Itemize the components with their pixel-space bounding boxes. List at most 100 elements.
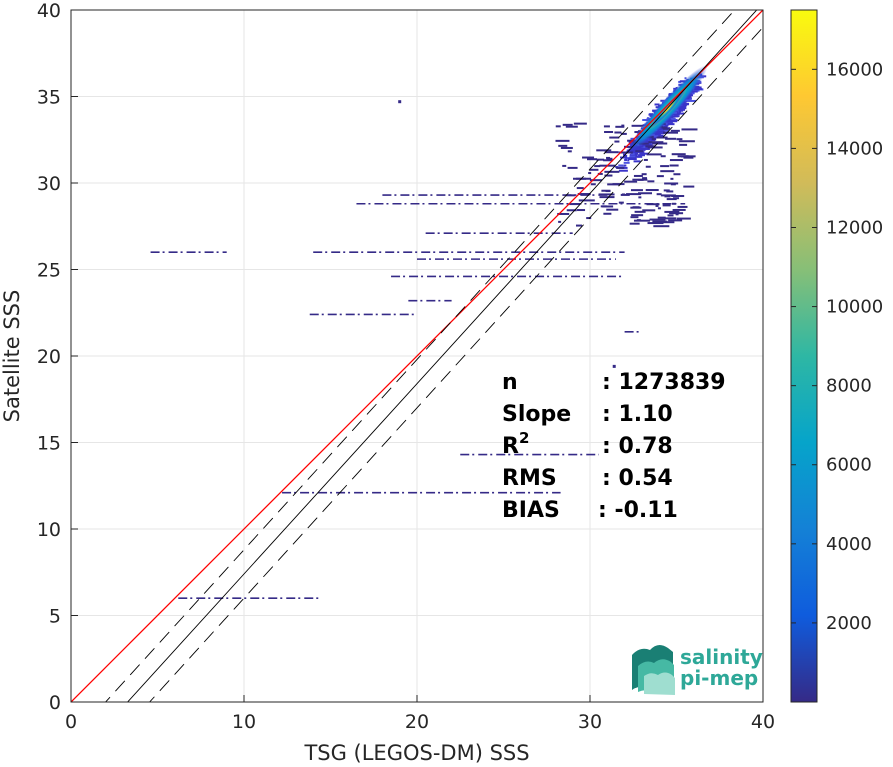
density-bin (645, 165, 651, 168)
density-bin (577, 193, 591, 196)
x-tick-label: 0 (65, 711, 77, 733)
density-bin (603, 212, 612, 215)
density-bin (660, 194, 676, 197)
density-bin (675, 112, 685, 115)
density-bin (656, 193, 662, 196)
density-bin (676, 217, 691, 220)
density-bin (663, 189, 670, 192)
y-tick-label: 25 (37, 260, 61, 282)
stat-value: : 1.10 (602, 402, 673, 427)
density-bin (620, 132, 627, 135)
density-bin (654, 103, 660, 106)
density-bin (596, 158, 605, 161)
density-bin (606, 208, 619, 211)
density-bin (596, 149, 612, 152)
stat-value: : 0.54 (602, 466, 673, 491)
density-bin (671, 119, 678, 122)
density-bin (602, 205, 614, 208)
density-bin (671, 202, 676, 205)
density-bin (555, 139, 570, 142)
density-bin (618, 169, 628, 172)
y-tick-label: 20 (37, 346, 61, 368)
density-bin (683, 185, 695, 188)
density-bin (621, 124, 625, 127)
logo-mark-layer-light (644, 672, 675, 695)
density-bin (675, 108, 685, 111)
density-bin (599, 196, 615, 199)
colorbar-tick-label: 14000 (826, 138, 883, 159)
density-bin (648, 141, 664, 144)
density-bin (562, 164, 567, 167)
density-bin (646, 203, 660, 206)
axis-ticks: 0 10 20 30 40 0 5 10 15 20 25 30 35 40 (37, 0, 775, 733)
density-bin (653, 134, 664, 137)
density-bin (663, 131, 679, 134)
density-bin (609, 136, 620, 139)
colorbar-tick-label: 2000 (826, 613, 872, 634)
density-bin (578, 199, 595, 202)
density-bin (577, 209, 586, 212)
density-bin (614, 131, 622, 134)
density-bin (661, 126, 668, 129)
density-bin (623, 154, 628, 157)
density-bin (651, 138, 656, 141)
density-bin (666, 190, 674, 193)
density-bin (657, 207, 661, 210)
density-bin (630, 189, 643, 192)
y-tick-label: 35 (37, 87, 61, 109)
density-bin (618, 201, 624, 204)
density-bin (623, 164, 627, 167)
density-bin (640, 147, 650, 150)
density-bin (635, 148, 645, 151)
y-tick-label: 30 (37, 173, 61, 195)
density-bin (567, 150, 572, 153)
density-bin (630, 152, 635, 155)
density-bin (648, 137, 654, 140)
y-tick-label: 15 (37, 433, 61, 455)
density-bin (677, 155, 689, 158)
density-bin (597, 172, 603, 175)
x-tick-label: 40 (751, 711, 775, 733)
density-bin (660, 155, 666, 158)
density-bin (670, 177, 674, 180)
density-bin (694, 88, 703, 91)
y-tick-label: 10 (37, 519, 61, 541)
stat-label: R2 (502, 429, 529, 459)
density-bin (626, 193, 642, 196)
density-bin (621, 166, 628, 169)
density-bin (587, 158, 598, 161)
density-bin (652, 142, 668, 145)
colorbar (791, 10, 817, 702)
density-bin (678, 103, 689, 106)
density-bin (638, 192, 653, 195)
density-bin (618, 164, 624, 167)
reference-line (149, 26, 763, 702)
density-bin (630, 137, 635, 140)
density-bin (657, 216, 666, 219)
outlier-point (612, 364, 616, 368)
density-bin (635, 152, 639, 155)
density-bin (622, 153, 626, 156)
density-bin (630, 154, 636, 157)
y-tick-label: 40 (37, 0, 61, 22)
density-bin (683, 156, 694, 159)
reference-line (71, 10, 763, 702)
density-bin (627, 159, 630, 162)
x-axis-label: TSG (LEGOS-DM) SSS (303, 741, 529, 765)
density-bin (582, 156, 595, 159)
density-bin (620, 156, 628, 159)
density-bin (656, 175, 664, 178)
y-axis-label: Satellite SSS (0, 290, 24, 423)
density-bin (604, 174, 613, 177)
density-bin (630, 216, 639, 219)
stat-label: BIAS (502, 498, 560, 523)
density-bin (647, 180, 655, 183)
density-bin (673, 173, 681, 176)
density-bin (620, 193, 630, 196)
density-bin (665, 217, 677, 220)
density-bin (680, 107, 687, 110)
density-bin (660, 165, 670, 168)
colorbar-tick-label: 16000 (826, 59, 883, 80)
colorbar-tick-label: 8000 (826, 376, 872, 397)
